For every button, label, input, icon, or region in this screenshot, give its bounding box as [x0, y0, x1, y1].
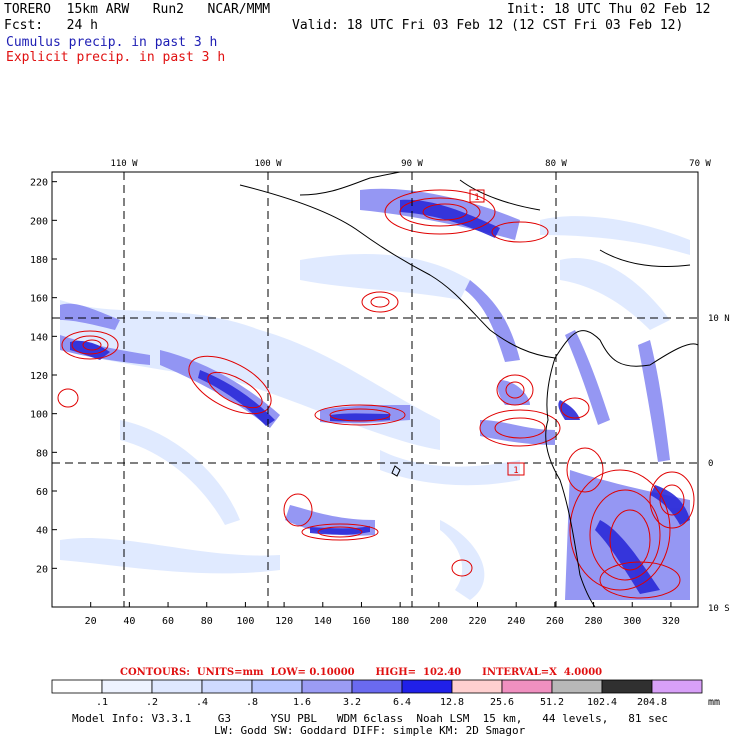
colorbar-tick-label: .4 — [196, 697, 208, 708]
contour-box-label-south: 1 — [513, 466, 518, 476]
colorbar-labels: .1 .2 .4 .8 1.6 3.2 6.4 12.8 25.6 51.2 102.4 204.8 — [96, 697, 667, 708]
left-tick-label: 220 — [30, 178, 48, 189]
colorbar-cell — [551, 679, 603, 694]
left-tick-label: 60 — [36, 487, 48, 498]
graticule — [52, 172, 698, 607]
lon-label: 100 W — [254, 159, 282, 169]
colorbar-tick-label: .8 — [246, 697, 258, 708]
legend-explicit-label: Explicit precip. in past 3 h — [6, 50, 226, 65]
left-tick-label: 80 — [36, 448, 48, 459]
colorbar-tick-label: 3.2 — [343, 697, 361, 708]
colorbar-tick-label: 204.8 — [637, 697, 667, 708]
left-tick-label: 40 — [36, 526, 48, 537]
left-tick-label: 100 — [30, 410, 48, 421]
bottom-tick-label: 220 — [468, 616, 486, 627]
bottom-tick-label: 160 — [352, 616, 370, 627]
colorbar-cells — [51, 679, 703, 694]
colorbar-tick-label: 102.4 — [587, 697, 617, 708]
header-forecast-hour: Fcst: 24 h — [4, 18, 98, 33]
lat-label: 10 N — [708, 314, 730, 324]
colorbar-tick-label: 12.8 — [440, 697, 464, 708]
left-axis-ticks: 220 200 180 160 140 120 100 80 60 40 20 — [30, 178, 57, 575]
colorbar-cell — [101, 679, 153, 694]
lat-label: 0 — [708, 459, 713, 469]
left-tick-label: 20 — [36, 564, 48, 575]
colorbar-cell — [651, 679, 703, 694]
header-valid-time: Valid: 18 UTC Fri 03 Feb 12 (12 CST Fri … — [292, 18, 684, 33]
map-frame — [51, 171, 699, 608]
colorbar-cell — [301, 679, 353, 694]
bottom-tick-label: 100 — [236, 616, 254, 627]
explicit-precip-contours — [57, 189, 695, 599]
bottom-tick-label: 240 — [507, 616, 525, 627]
header-init-time: Init: 18 UTC Thu 02 Feb 12 — [507, 2, 711, 17]
bottom-tick-label: 300 — [623, 616, 641, 627]
left-tick-label: 140 — [30, 332, 48, 343]
contour-box-north — [469, 189, 485, 203]
colorbar-cell — [201, 679, 253, 694]
colorbar-tick-label: 6.4 — [393, 697, 411, 708]
colorbar-cell — [51, 679, 103, 694]
bottom-axis-ticks: 20 40 60 80 100 120 140 160 180 200 220 240 260 280 30… — [85, 602, 680, 627]
lon-label: 80 W — [545, 159, 567, 169]
colorbar-cell — [351, 679, 403, 694]
bottom-tick-label: 280 — [585, 616, 603, 627]
colorbar-cell — [401, 679, 453, 694]
colorbar-tick-label: .1 — [96, 697, 108, 708]
colorbar-cell — [251, 679, 303, 694]
bottom-tick-label: 320 — [662, 616, 680, 627]
coastlines — [239, 172, 698, 607]
left-tick-label: 200 — [30, 216, 48, 227]
bottom-tick-label: 260 — [546, 616, 564, 627]
left-tick-label: 120 — [30, 371, 48, 382]
bottom-tick-label: 180 — [391, 616, 409, 627]
contour-box-south — [507, 462, 525, 476]
contour-box-label-north: 1 — [474, 193, 479, 203]
lon-label: 70 W — [689, 159, 711, 169]
header-line1-left: TORERO 15km ARW Run2 NCAR/MMM — [4, 2, 271, 17]
model-info-line1: Model Info: V3.3.1 G3 YSU PBL WDM 6class… — [72, 712, 669, 725]
lat-label: 10 S — [708, 604, 730, 614]
bottom-tick-label: 60 — [162, 616, 174, 627]
model-info-line2: LW: Godd SW: Goddard DIFF: simple KM: 2D… — [214, 724, 526, 737]
colorbar-cell — [451, 679, 503, 694]
legend-cumulus-label: Cumulus precip. in past 3 h — [6, 35, 218, 50]
colorbar-tick-label: 1.6 — [293, 697, 311, 708]
bottom-tick-label: 20 — [85, 616, 97, 627]
bottom-tick-label: 200 — [430, 616, 448, 627]
colorbar-tick-label: .2 — [146, 697, 158, 708]
lon-label: 110 W — [110, 159, 138, 169]
colorbar-cell — [151, 679, 203, 694]
bottom-tick-label: 40 — [123, 616, 135, 627]
precip-map: 1 1 110 W 100 W 90 W 80 W 70 W 10 N 0 10… — [30, 159, 730, 627]
precip-colorbar: .1.2.4.8 1.6 3.2 6.4 12.8 25.6 51.2 102.4 204.8 … — [51, 679, 720, 708]
right-lat-labels: 10 N 0 10 S — [708, 314, 730, 614]
contours-note: CONTOURS: UNITS=mm LOW= 0.10000 HIGH= 10… — [120, 667, 603, 678]
lon-label: 90 W — [401, 159, 423, 169]
bottom-tick-label: 140 — [314, 616, 332, 627]
bottom-tick-label: 120 — [275, 616, 293, 627]
top-lon-labels: 110 W 100 W 90 W 80 W 70 W — [110, 159, 711, 169]
left-tick-label: 180 — [30, 255, 48, 266]
bottom-tick-label: 80 — [201, 616, 213, 627]
left-tick-label: 160 — [30, 294, 48, 305]
colorbar-cell — [501, 679, 553, 694]
colorbar-unit: mm — [708, 697, 720, 708]
cumulus-precip-heavy — [70, 199, 690, 594]
colorbar-cell — [601, 679, 653, 694]
colorbar-tick-label: 25.6 — [490, 697, 514, 708]
colorbar-tick-label: 51.2 — [540, 697, 564, 708]
